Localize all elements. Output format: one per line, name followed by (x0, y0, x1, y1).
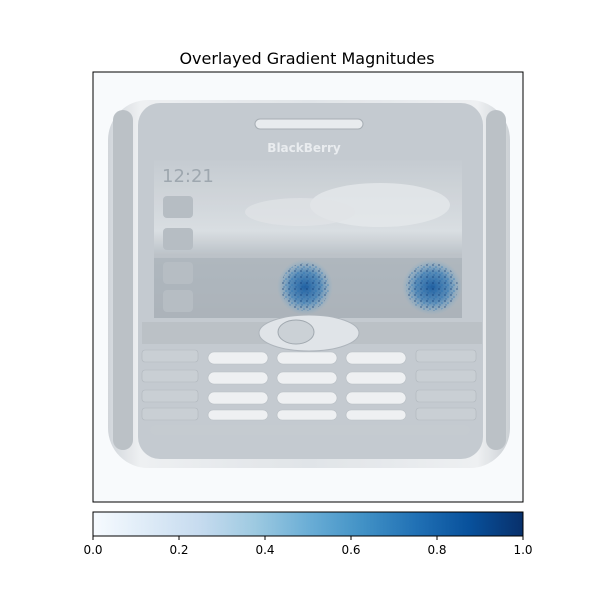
chart-title: Overlayed Gradient Magnitudes (179, 49, 434, 68)
colorbar-tick-label: 0.8 (427, 543, 446, 557)
image-axes: BlackBerry 12:21 (93, 72, 523, 502)
colorbar-tick-label: 0.4 (255, 543, 274, 557)
hotspot-1 (277, 259, 333, 315)
colorbar: 0.0 0.2 0.4 0.6 0.8 1.0 (83, 511, 533, 557)
hotspot-2 (402, 259, 462, 315)
phone-clock-text: 12:21 (162, 166, 214, 187)
colorbar-gradient (93, 512, 523, 536)
axes-frame (92, 71, 524, 503)
colorbar-tick-label: 0.0 (83, 543, 102, 557)
colorbar-tick-label: 0.2 (169, 543, 188, 557)
colorbar-tick-label: 1.0 (513, 543, 532, 557)
colorbar-frame (92, 511, 524, 537)
phone-brand-text: BlackBerry (267, 141, 341, 155)
colorbar-tick-label: 0.6 (341, 543, 360, 557)
gradient-overlay (277, 259, 462, 315)
